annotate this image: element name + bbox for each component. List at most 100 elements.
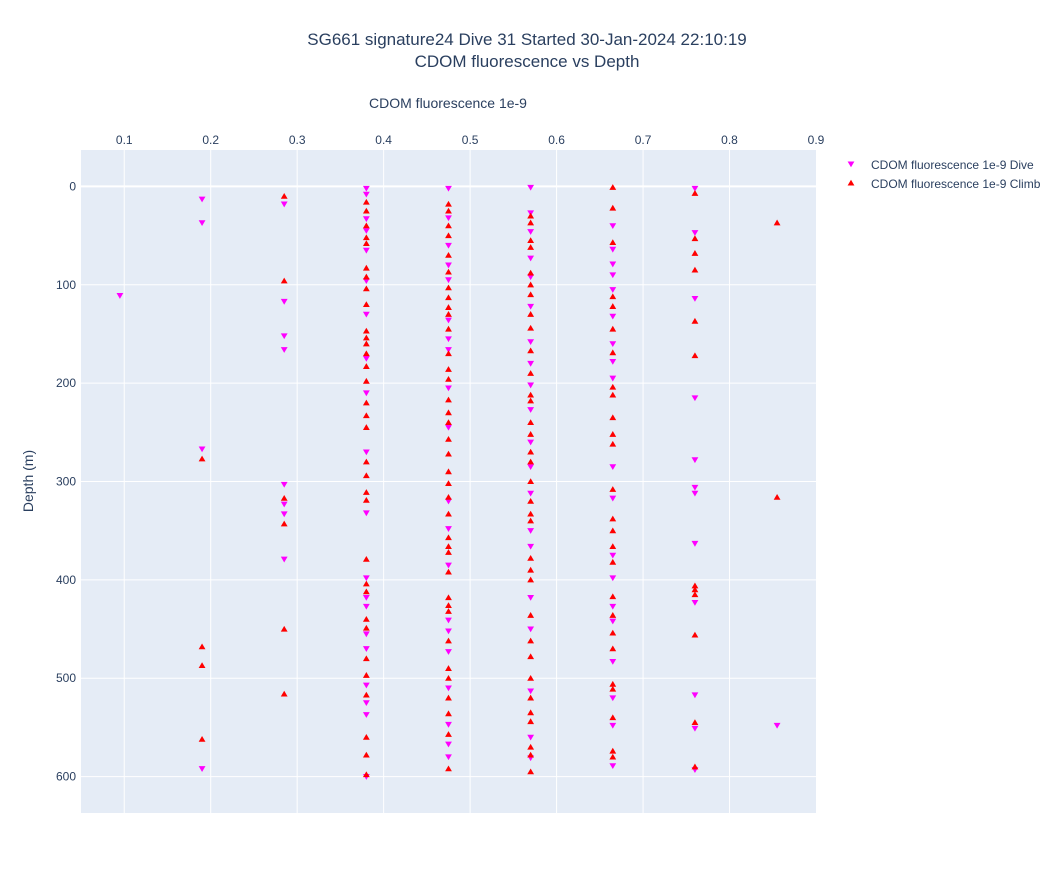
climb-point [362, 615, 370, 622]
y-tick-label: 200 [56, 376, 76, 390]
dive-point [527, 303, 535, 310]
dive-point [445, 628, 452, 635]
climb-point [362, 264, 370, 271]
dive-point [527, 339, 535, 346]
climb-point [527, 653, 535, 660]
climb-point [527, 718, 535, 725]
climb-point [445, 366, 452, 372]
climb-point [445, 304, 452, 310]
climb-point [445, 665, 452, 671]
dive-point [445, 277, 452, 284]
dive-point [527, 382, 535, 389]
x-tick-label: 0.4 [375, 133, 392, 147]
climb-point [445, 325, 452, 332]
y-tick-label: 300 [56, 475, 76, 489]
climb-point [362, 771, 370, 778]
climb-point [445, 419, 452, 426]
dive-point [198, 766, 206, 772]
climb-point [445, 534, 452, 541]
dive-point [445, 347, 452, 353]
climb-point [691, 719, 699, 726]
legend[interactable]: CDOM fluorescence 1e-9 Dive CDOM fluores… [847, 158, 1041, 191]
dive-point [445, 617, 452, 624]
climb-point [445, 200, 452, 207]
climb-point [527, 291, 535, 298]
dive-point [280, 556, 288, 563]
climb-point [445, 468, 452, 475]
climb-point [609, 629, 617, 636]
chart-title: SG661 signature24 Dive 31 Started 30-Jan… [307, 30, 746, 49]
climb-point [609, 303, 617, 309]
climb-point [280, 193, 288, 199]
legend-item-dive[interactable]: CDOM fluorescence 1e-9 Dive [847, 158, 1034, 172]
climb-point [362, 240, 370, 246]
climb-point [445, 568, 452, 575]
dive-point [527, 528, 535, 534]
dive-point [362, 575, 370, 582]
climb-point [609, 527, 617, 534]
dive-point [362, 311, 370, 318]
climb-point [527, 675, 535, 681]
x-axis-ticks: 0.1 0.2 0.3 0.4 0.5 0.6 0.7 0.8 0.9 [116, 133, 825, 147]
dive-point [527, 734, 535, 741]
legend-marker-dive [847, 161, 855, 168]
dive-point [362, 216, 370, 223]
dive-point [445, 424, 452, 431]
climb-point [527, 269, 535, 276]
dive-point [362, 631, 370, 638]
legend-label-dive: CDOM fluorescence 1e-9 Dive [871, 158, 1034, 172]
dive-point [280, 511, 288, 518]
climb-point [362, 489, 370, 495]
dive-point [445, 721, 452, 728]
climb-point [445, 765, 452, 772]
dive-point [527, 464, 535, 470]
climb-point [445, 710, 452, 717]
climb-point [362, 734, 370, 740]
x-tick-label: 0.8 [721, 133, 738, 147]
dive-point [609, 313, 617, 320]
climb-point [609, 612, 617, 618]
y-tick-label: 0 [69, 179, 76, 193]
climb-point [527, 743, 535, 750]
dive-point [527, 255, 535, 262]
climb-point [609, 184, 617, 190]
dive-point [445, 215, 452, 222]
dive-point [362, 700, 370, 707]
climb-point [609, 204, 617, 211]
climb-point [527, 419, 535, 426]
climb-point [362, 222, 370, 229]
climb-point [609, 714, 617, 721]
legend-label-climb: CDOM fluorescence 1e-9 Climb [871, 177, 1041, 191]
dive-point [609, 287, 617, 293]
climb-point [445, 675, 452, 681]
climb-point [527, 448, 535, 455]
climb-point [691, 250, 699, 256]
climb-point [691, 190, 699, 196]
climb-point [609, 383, 617, 390]
climb-point [445, 549, 452, 555]
climb-point [445, 375, 452, 382]
climb-point [362, 458, 370, 465]
y-tick-label: 500 [56, 671, 76, 685]
dive-point [362, 185, 370, 192]
climb-point [609, 543, 617, 549]
climb-point [362, 555, 370, 562]
climb-point [527, 458, 535, 465]
climb-point [362, 234, 370, 241]
dive-point [362, 646, 370, 652]
dive-point [527, 688, 535, 695]
climb-point [445, 637, 452, 644]
climb-point [362, 273, 370, 280]
climb-point [445, 222, 452, 229]
climb-point [362, 624, 370, 631]
climb-point [280, 690, 288, 697]
dive-point [362, 510, 370, 517]
dive-point [527, 229, 535, 235]
climb-point [527, 370, 535, 376]
legend-item-climb[interactable]: CDOM fluorescence 1e-9 Climb [847, 177, 1041, 191]
climb-point [445, 311, 452, 317]
climb-point [609, 645, 617, 652]
dive-point [691, 692, 699, 699]
dive-point [609, 763, 617, 770]
climb-point [280, 494, 288, 501]
